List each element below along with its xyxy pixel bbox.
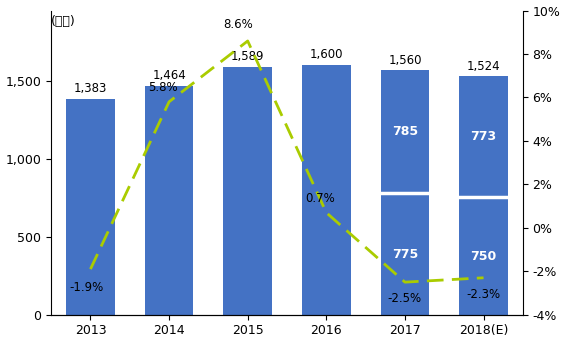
Text: -2.3%: -2.3% bbox=[466, 287, 500, 300]
Bar bbox=[380, 194, 429, 315]
Bar bbox=[380, 70, 429, 192]
Text: -1.9%: -1.9% bbox=[70, 281, 104, 294]
Text: 773: 773 bbox=[470, 130, 496, 143]
Text: 0.7%: 0.7% bbox=[305, 192, 335, 205]
Text: 1,524: 1,524 bbox=[467, 60, 500, 73]
Text: 1,560: 1,560 bbox=[388, 55, 422, 68]
Text: 8.6%: 8.6% bbox=[224, 18, 253, 31]
Bar bbox=[459, 198, 508, 315]
Bar bbox=[302, 65, 351, 315]
Text: 1,464: 1,464 bbox=[152, 70, 186, 82]
Bar bbox=[66, 99, 115, 315]
Text: -2.5%: -2.5% bbox=[388, 292, 422, 305]
Text: (천대): (천대) bbox=[51, 15, 76, 28]
Text: 775: 775 bbox=[392, 248, 418, 261]
Text: 5.8%: 5.8% bbox=[148, 81, 178, 94]
Text: 750: 750 bbox=[470, 250, 496, 263]
Text: 785: 785 bbox=[392, 125, 418, 138]
Text: 1,383: 1,383 bbox=[74, 82, 107, 95]
Bar bbox=[224, 67, 272, 315]
Text: 1,600: 1,600 bbox=[310, 48, 343, 61]
Bar bbox=[459, 76, 508, 197]
Bar bbox=[145, 86, 194, 315]
Text: 1,589: 1,589 bbox=[231, 50, 264, 63]
